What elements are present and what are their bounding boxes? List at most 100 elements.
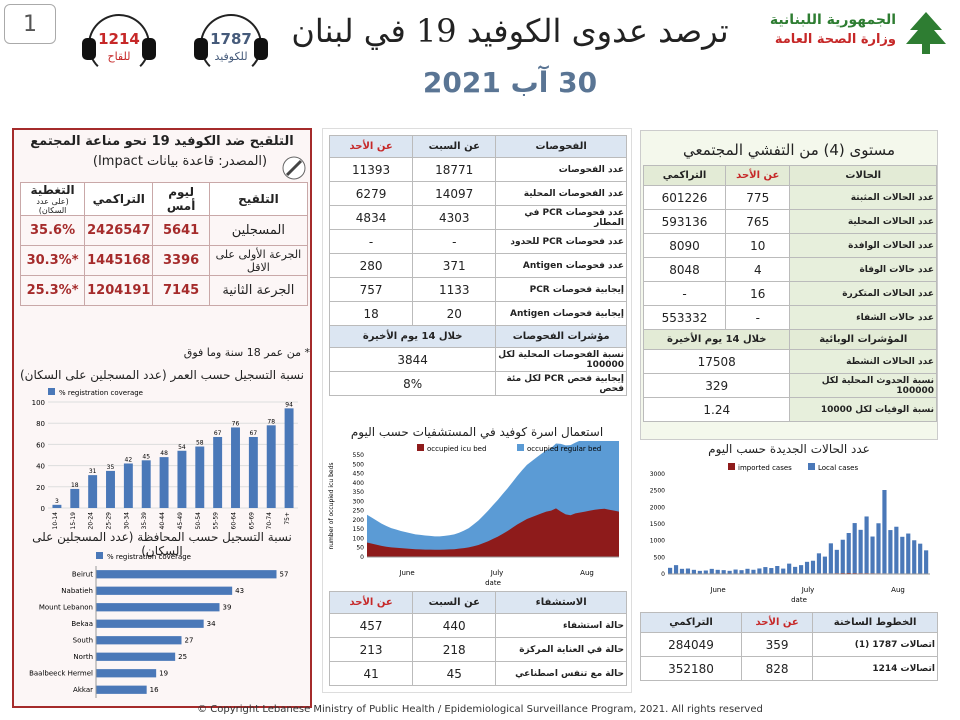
row-label: عدد الفحوصات المحلية	[495, 181, 627, 206]
y-tick-label: 300	[353, 498, 365, 505]
bar	[123, 463, 133, 508]
bar	[159, 457, 169, 508]
x-tick-label: 30-34	[123, 512, 130, 530]
row-saturday: 218	[412, 637, 497, 662]
table-row: 8090 10 عدد الحالات الوافدة	[642, 233, 937, 258]
bar-local	[804, 561, 810, 574]
community-indicators-header: المؤشرات الوبائية	[789, 329, 937, 350]
tests-indicators-header: مؤشرات الفحوصات	[495, 325, 627, 348]
table-row: المسجلين 5641 2426547 35.6%	[19, 215, 309, 246]
logo-line1: الجمهورية اللبنانية	[769, 12, 896, 28]
row-saturday: 4303	[412, 205, 497, 230]
row-label: إيجابية فحوصات Antigen	[495, 301, 627, 326]
tests-table: عن الأحد عن السبت الفحوصات 11393 18771 عدد…	[328, 135, 627, 396]
region-coverage-chart: % registration coverage 57 Beirut 43 Nabatie…	[29, 552, 288, 698]
bar-local	[703, 570, 708, 574]
legend-swatch	[96, 552, 103, 559]
indicator-value: 17508	[642, 349, 791, 374]
row-sunday: 4834	[328, 205, 414, 230]
row-label: عدد الفحوصات	[495, 157, 627, 182]
row-label: عدد فحوصات PCR للحدود	[495, 229, 627, 254]
bar	[96, 669, 157, 678]
data-label: 67	[214, 430, 222, 437]
data-label: 25	[178, 653, 187, 661]
x-month-label: June	[398, 569, 414, 577]
bar	[96, 586, 233, 595]
hospital-beds-chart: 0 50 100 150 200 250 300 350 400 450 500 550 number …	[328, 441, 619, 587]
x-tick-label: 10-14	[52, 512, 59, 530]
row-label: إيجابية فحوصات PCR	[495, 277, 627, 302]
table-row: 17508 عدد الحالات النشطة	[642, 349, 937, 374]
row-sunday: 10	[725, 233, 791, 258]
bar-local	[894, 526, 899, 574]
row-sunday: 457	[328, 613, 414, 638]
y-tick-label: 550	[353, 452, 365, 459]
row-cumulative: 352180	[640, 656, 742, 681]
bar-local	[828, 543, 833, 574]
legend-swatch	[417, 444, 424, 451]
bar-local	[787, 563, 792, 574]
bar-local	[727, 570, 732, 574]
bar-local	[721, 570, 726, 574]
hotline-vaccine-number: 1214	[98, 30, 140, 48]
col-cumulative: التراكمي	[642, 165, 727, 186]
row-saturday: 20	[412, 301, 497, 326]
row-saturday: -	[412, 229, 497, 254]
y-tick-label: 2000	[650, 504, 665, 511]
row-cumulative: 1445168	[84, 245, 154, 276]
bar-local	[668, 567, 673, 574]
table-row: 18 20 إيجابية فحوصات Antigen	[328, 301, 627, 326]
row-sunday: 765	[725, 209, 791, 234]
bar	[70, 488, 80, 508]
hospital-table: عن الأحد عن السبت الاستشفاء 457 440 حالة ا…	[328, 591, 627, 686]
table-row: 8% إيجابية فحص PCR لكل مئة فحص	[328, 371, 627, 396]
x-tick-label: 20-24	[88, 512, 95, 530]
headset-ear-icon	[194, 38, 208, 60]
page-number: 1	[4, 4, 56, 44]
hotline-covid-label: للكوفيد	[214, 50, 248, 63]
table-row: -16 عدد الحالات المتكررة	[642, 281, 937, 306]
bar	[231, 427, 240, 508]
bar-local	[822, 556, 827, 574]
headset-ear-icon	[142, 38, 156, 60]
row-sunday: 16	[725, 281, 791, 306]
bar-local	[906, 533, 911, 574]
bar-local	[900, 536, 905, 574]
vaccination-panel: التلقيح ضد الكوفيد 19 نحو مناعة المجتمع …	[12, 128, 312, 708]
data-label: 43	[235, 587, 244, 595]
y-tick-label: Bekaa	[71, 620, 93, 628]
legend-swatch	[728, 463, 735, 470]
vaccination-title: التلقيح ضد الكوفيد 19 نحو مناعة المجتمع	[30, 134, 294, 149]
y-tick-label: 40	[36, 463, 45, 471]
x-tick-label: 40-44	[159, 512, 166, 530]
row-yesterday: 3396	[152, 245, 210, 276]
indicator-value: 1.24	[642, 397, 791, 422]
bar-local	[757, 568, 762, 574]
bar-local	[912, 540, 917, 574]
bar	[88, 475, 98, 508]
table-row: 280 371 عدد فحوصات Antigen	[328, 253, 627, 278]
row-saturday: 45	[412, 661, 497, 686]
row-saturday: 18771	[412, 157, 497, 182]
y-tick-label: 100	[32, 399, 45, 407]
col-sunday: عن الأحد	[328, 591, 414, 614]
data-label: 19	[159, 670, 168, 678]
data-label: 34	[207, 620, 216, 628]
community-panel: مستوى (4) من التفشي المجتمعي التراكمي عن…	[640, 130, 938, 440]
table-row: 284049 359 اتصالات 1787 (1)	[640, 632, 938, 657]
row-label: عدد حالات الوفاة	[789, 257, 937, 282]
row-yesterday: 5641	[152, 215, 210, 246]
legend-label: % registration coverage	[59, 389, 143, 397]
bar-local	[816, 553, 822, 574]
y-tick-label: 60	[36, 441, 45, 449]
row-label: حالة مع تنفس اصطناعي	[495, 661, 627, 686]
table-row: 6279 14097 عدد الفحوصات المحلية	[328, 181, 627, 206]
y-tick-label: 150	[353, 526, 365, 533]
headset-ear-icon	[254, 38, 268, 60]
row-label: عدد الحالات المحلية	[789, 209, 937, 234]
table-row: 3844 نسبة الفحوصات المحلية لكل 100000	[328, 347, 627, 372]
col-cases: الحالات	[789, 165, 937, 186]
table-row: 553332- عدد حالات الشفاء	[642, 305, 937, 330]
bar-local	[876, 523, 881, 574]
bar-local	[715, 569, 720, 574]
